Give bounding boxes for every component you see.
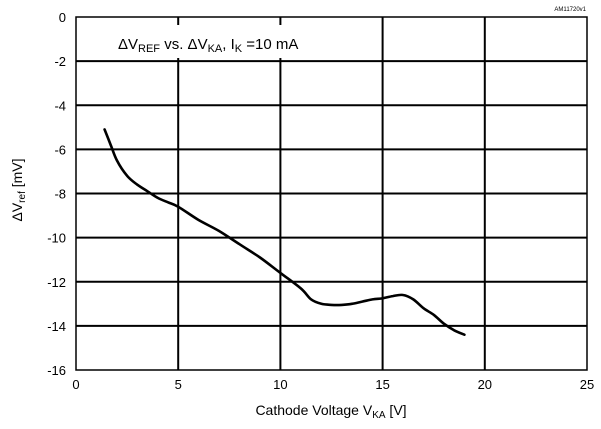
x-tick-label: 0 (72, 377, 79, 392)
y-tick-label: -16 (47, 363, 66, 378)
y-tick-label: 0 (59, 10, 66, 25)
x-tick-label: 15 (375, 377, 389, 392)
chart-title: ΔVREF vs. ΔVKA, IK =10 mA (118, 36, 298, 55)
x-tick-label: 25 (580, 377, 594, 392)
x-axis-label-unit: [V] (386, 402, 407, 418)
title-sub-ka: KA (208, 43, 223, 55)
x-tick-labels: 0 5 10 15 20 25 (72, 377, 594, 392)
y-tick-label: -8 (54, 187, 66, 202)
x-axis-label-sub: KA (372, 410, 386, 421)
x-tick-label: 20 (478, 377, 492, 392)
y-tick-label: -6 (54, 142, 66, 157)
title-ik: I (231, 36, 235, 53)
y-axis-label-main: ΔV (9, 202, 25, 221)
title-vs: vs. (160, 36, 188, 53)
title-sub-ref: REF (138, 43, 160, 55)
x-axis-label-main: Cathode Voltage V (255, 402, 372, 418)
title-delta-vref: ΔV (118, 36, 138, 53)
y-tick-label: -4 (54, 98, 66, 113)
y-tick-labels: 0 -2 -4 -6 -8 -10 -12 -14 -16 (47, 10, 66, 378)
y-tick-label: -10 (47, 231, 66, 246)
y-axis-label: ΔVref [mV] (9, 158, 28, 221)
y-tick-label: -12 (47, 275, 66, 290)
title-box (99, 25, 352, 58)
grid-lines (76, 17, 587, 370)
title-sub-k: K (235, 43, 243, 55)
title-delta-vka: ΔV (188, 36, 208, 53)
y-tick-label: -14 (47, 319, 66, 334)
y-axis-label-sub: ref (17, 191, 28, 203)
series-line (103, 128, 466, 336)
x-axis-label: Cathode Voltage VKA [V] (255, 402, 406, 421)
figure-id: AM11720v1 (554, 7, 586, 13)
x-tick-label: 5 (175, 377, 182, 392)
title-comma: , (222, 36, 230, 53)
title-current: =10 mA (242, 36, 298, 53)
x-tick-label: 10 (273, 377, 287, 392)
plot-frame (75, 16, 588, 371)
y-tick-label: -2 (54, 54, 66, 69)
y-axis-label-unit: [mV] (9, 158, 25, 191)
